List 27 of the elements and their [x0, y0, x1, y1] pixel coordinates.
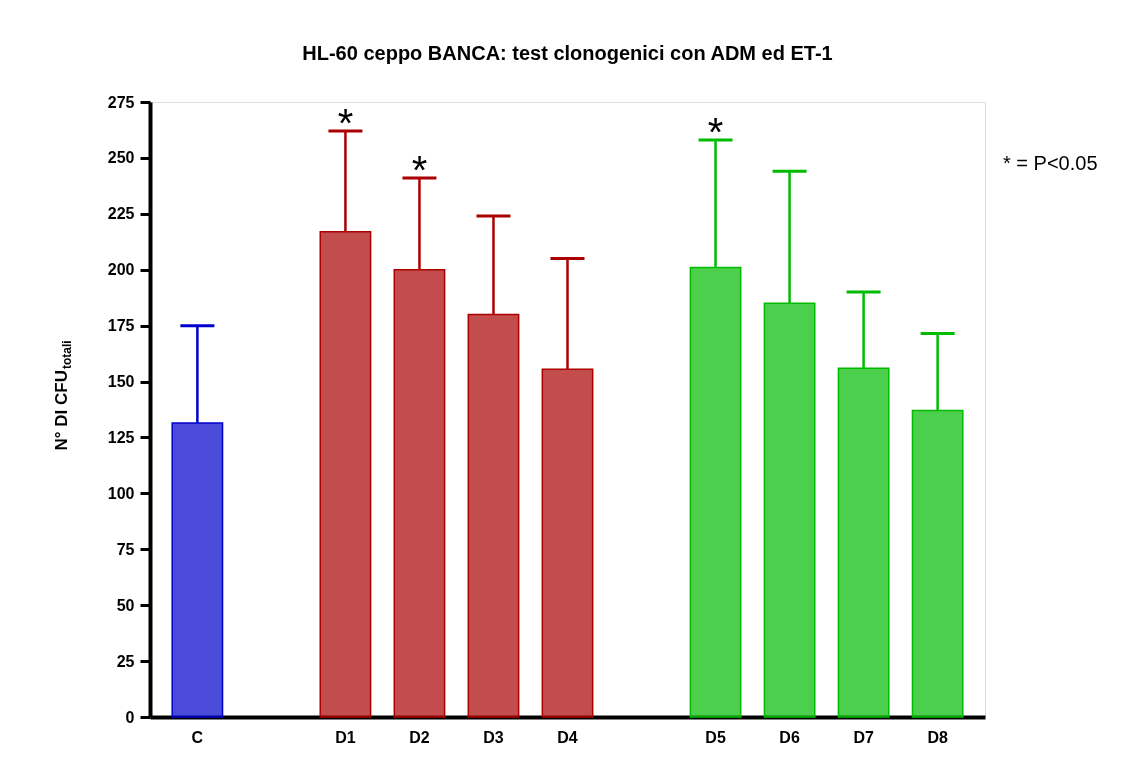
- annotation: *: [707, 110, 724, 155]
- y-tick-label: 100: [107, 484, 135, 502]
- x-tick-label: D7: [853, 728, 874, 746]
- y-tick-label: 150: [107, 373, 135, 391]
- y-tick-label: 225: [107, 205, 135, 223]
- x-tick-label: C: [191, 728, 204, 746]
- x-tick-label: D2: [409, 728, 430, 746]
- x-tick-label: D6: [779, 728, 800, 746]
- y-tick-label: 25: [116, 652, 135, 670]
- y-tick-label: 200: [107, 261, 135, 279]
- y-tick-label: 50: [116, 596, 135, 614]
- y-tick-label: 275: [107, 93, 135, 111]
- y-tick-label: 0: [125, 708, 135, 726]
- x-tick-label: D1: [335, 728, 356, 746]
- chart-title: HL-60 ceppo BANCA: test clonogenici con ADM ed ET-1: [302, 42, 833, 64]
- y-tick-label: 75: [116, 540, 135, 558]
- x-tick-label: D3: [483, 728, 504, 746]
- x-tick-label: D8: [927, 728, 948, 746]
- x-tick-label: D5: [705, 728, 726, 746]
- text: * = P<0.05: [1003, 152, 1098, 174]
- annotation: *: [411, 148, 428, 193]
- annotation: *: [337, 101, 354, 146]
- y-tick-label: 125: [107, 428, 135, 446]
- x-tick-label: D4: [557, 728, 578, 746]
- y-axis-title: N° DI CFUtotali: [52, 340, 74, 451]
- y-tick-label: 250: [107, 149, 135, 167]
- y-tick-label: 175: [107, 317, 135, 335]
